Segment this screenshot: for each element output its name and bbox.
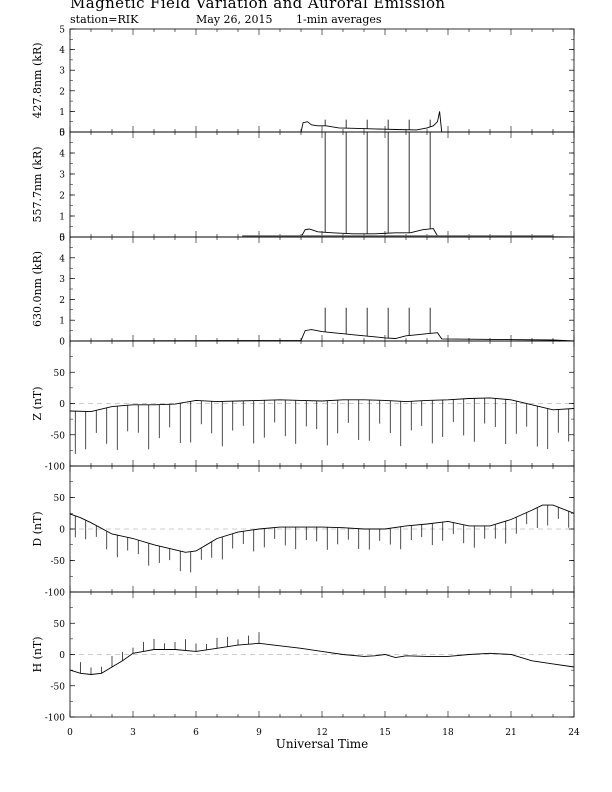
y-tick-label: -50	[51, 557, 66, 567]
y-tick-label: 1	[59, 213, 65, 223]
y-tick-label: 0	[59, 129, 65, 139]
date-label: May 26, 2015	[196, 13, 273, 26]
x-tick-label: 18	[442, 728, 454, 738]
x-tick-label: 9	[256, 728, 262, 738]
y-tick-label: 4	[59, 46, 65, 56]
series-line	[69, 329, 575, 342]
y-tick-label: 2	[59, 192, 65, 202]
y-tick-label: 3	[59, 67, 65, 77]
x-tick-label: 12	[316, 728, 327, 738]
y-tick-label: 0	[59, 400, 65, 410]
panel-p4278: 0 1 2 3 4 5 427.8nm (kR)	[31, 26, 575, 139]
y-tick-label: 2	[59, 87, 65, 97]
y-axis-label: Z (nT)	[31, 386, 44, 420]
panel-frame	[69, 28, 575, 133]
x-tick-label: 15	[379, 728, 391, 738]
chart-title: Magnetic Field Variation and Auroral Emi…	[70, 0, 446, 12]
y-tick-label: 4	[59, 254, 65, 264]
x-tick-label: 3	[130, 728, 136, 738]
y-tick-label: -100	[45, 589, 65, 599]
y-axis-label: 630.0nm (kR)	[31, 251, 44, 327]
y-tick-label: -50	[51, 431, 66, 441]
panel-pH: -100 -50 0 50 H (nT)	[31, 591, 575, 724]
panel-pD: -100 -50 0 50 D (nT)	[31, 465, 575, 599]
series-line	[69, 504, 575, 553]
y-tick-label: -50	[51, 682, 66, 692]
x-axis-label: Universal Time	[276, 737, 369, 751]
y-tick-label: -100	[45, 714, 65, 724]
panel-p6300: 0 1 2 3 4 5 630.0nm (kR)	[31, 234, 575, 348]
y-tick-label: 50	[54, 494, 66, 504]
series-line	[70, 111, 574, 133]
y-tick-label: 3	[59, 171, 65, 181]
series-line	[69, 642, 575, 675]
x-tick-label: 24	[568, 728, 580, 738]
x-tick-label: 21	[505, 728, 516, 738]
chart-subtitle: station=RIK May 26, 2015 1-min averages	[70, 13, 382, 26]
y-tick-label: 1	[59, 317, 65, 327]
y-tick-label: 0	[59, 234, 65, 244]
panel-frame	[69, 236, 575, 342]
averaging-label: 1-min averages	[296, 13, 382, 26]
y-tick-label: 1	[59, 108, 65, 118]
y-tick-label: 50	[54, 620, 66, 630]
y-axis-label: 557.7nm (kR)	[31, 146, 44, 222]
series-line	[70, 228, 575, 238]
y-axis-label: D (nT)	[31, 511, 44, 546]
y-tick-label: 5	[59, 26, 65, 36]
y-tick-label: 0	[59, 526, 65, 536]
x-tick-label: 0	[67, 728, 73, 738]
y-tick-label: 3	[59, 275, 65, 285]
panel-p5577: 0 1 2 3 4 5 557.7nm (kR)	[31, 129, 575, 244]
x-tick-label: 6	[193, 728, 199, 738]
station-label: station=RIK	[70, 13, 139, 26]
y-tick-label: 2	[59, 296, 65, 306]
y-axis-label: H (nT)	[31, 636, 44, 672]
series-line	[69, 397, 575, 413]
y-tick-label: 0	[59, 651, 65, 661]
y-tick-label: 5	[59, 234, 65, 244]
y-tick-label: -100	[45, 463, 65, 473]
y-tick-label: 4	[59, 150, 65, 160]
y-tick-label: 5	[59, 129, 65, 139]
panel-pZ: -100 -50 0 50 Z (nT)	[31, 340, 575, 473]
y-tick-label: 0	[59, 338, 65, 348]
panel-frame	[69, 131, 575, 238]
y-axis-label: 427.8nm (kR)	[31, 42, 44, 118]
y-tick-label: 50	[54, 369, 66, 379]
